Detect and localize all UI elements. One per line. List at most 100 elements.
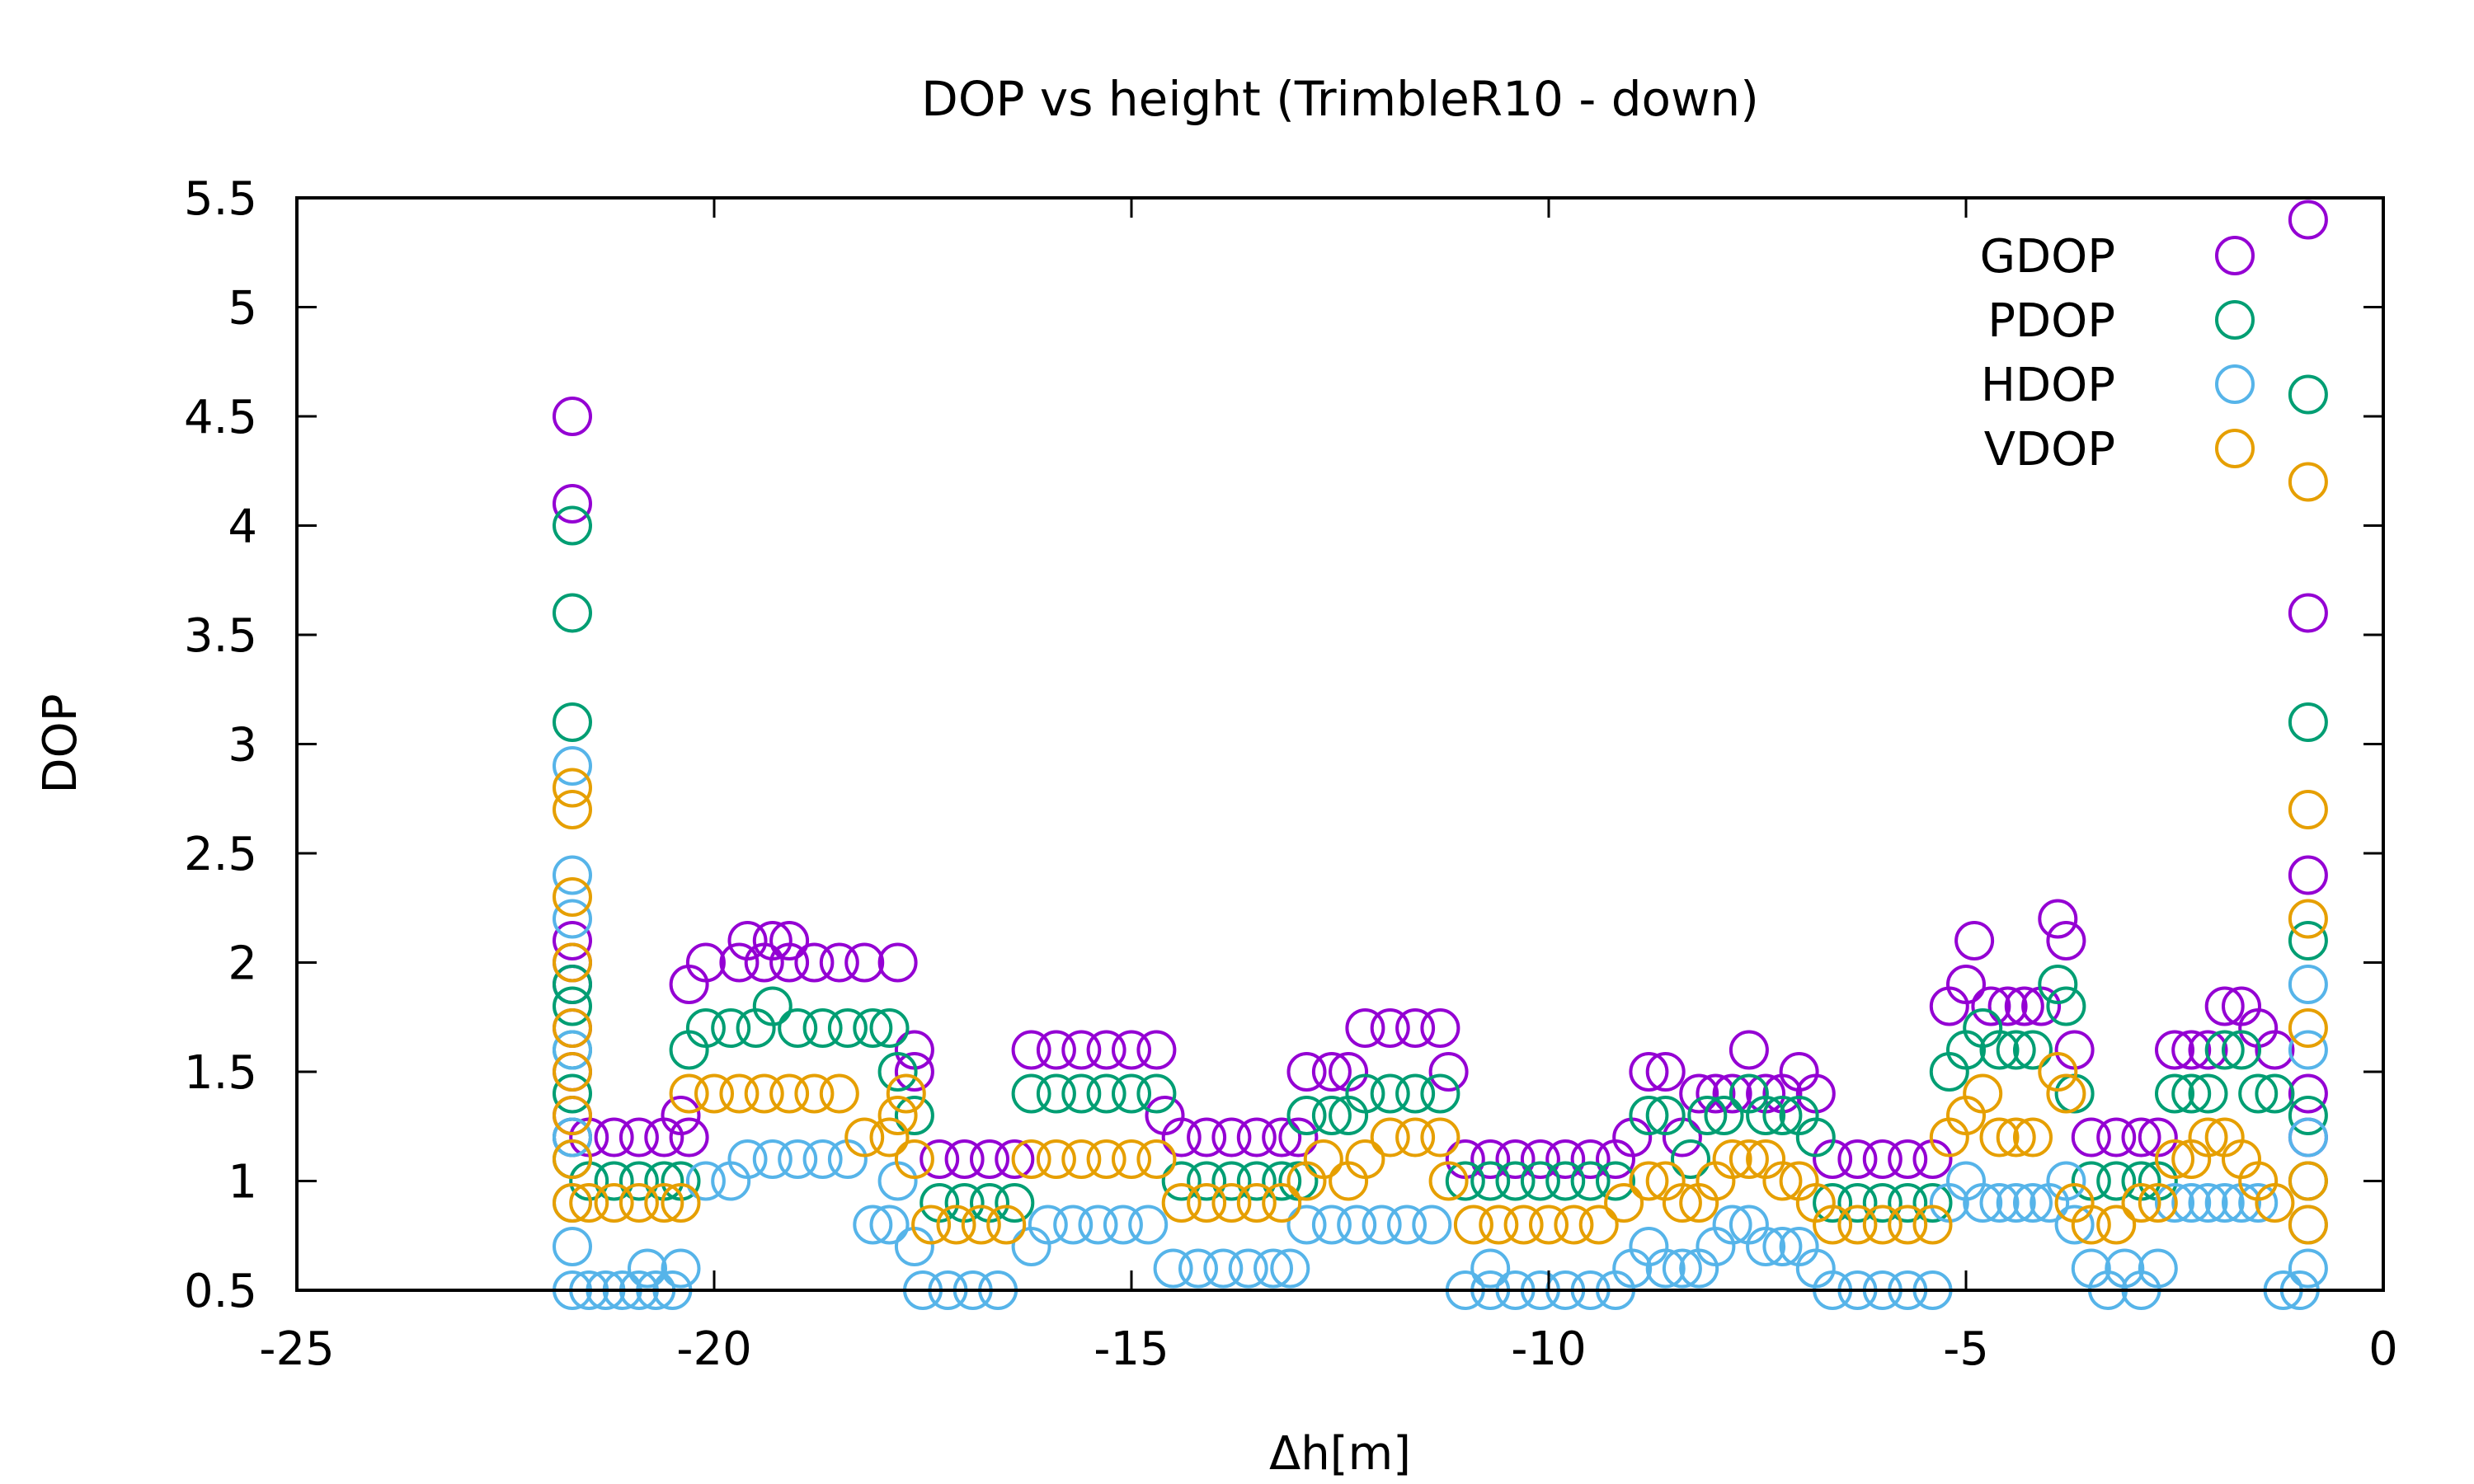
data-point — [853, 1008, 893, 1048]
data-point — [894, 1096, 934, 1135]
data-point — [669, 1117, 709, 1158]
data-point — [2238, 1073, 2279, 1114]
x-tick-label: 0 — [2368, 1322, 2398, 1376]
data-point — [553, 593, 592, 633]
data-point — [1112, 1030, 1151, 1070]
data-point — [2046, 986, 2086, 1026]
data-point — [1161, 1117, 1202, 1158]
data-point — [1837, 1183, 1878, 1223]
legend-marker — [2215, 364, 2255, 404]
data-point — [2288, 1073, 2328, 1114]
data-point — [1729, 1139, 1769, 1179]
data-point — [1395, 1117, 1436, 1158]
data-point — [911, 1205, 952, 1245]
data-point — [553, 921, 592, 960]
data-point — [1011, 1030, 1051, 1070]
data-point — [1278, 1117, 1319, 1158]
data-point — [1211, 1161, 1252, 1201]
data-point — [769, 1073, 810, 1114]
data-point — [669, 1073, 709, 1114]
data-point — [1746, 1227, 1786, 1266]
data-point — [1679, 1073, 1719, 1114]
data-point — [744, 1073, 784, 1114]
data-point — [1161, 1161, 1202, 1201]
data-point — [553, 484, 592, 524]
data-point — [1762, 1096, 1803, 1135]
data-point — [844, 942, 885, 983]
data-point — [1837, 1139, 1878, 1179]
data-point — [1762, 1161, 1803, 1201]
data-point — [1253, 1248, 1293, 1289]
data-point — [2188, 1030, 2228, 1070]
data-point — [719, 942, 760, 983]
y-tick-label: 4 — [228, 500, 257, 554]
data-point — [936, 1205, 976, 1245]
data-point — [685, 1161, 726, 1201]
data-point — [1086, 1139, 1126, 1179]
data-point — [2188, 1117, 2228, 1158]
data-point — [661, 1183, 701, 1223]
y-tick-label: 4.5 — [184, 391, 257, 444]
data-point — [644, 1183, 684, 1223]
data-point — [1479, 1205, 1519, 1245]
data-point — [661, 1248, 701, 1289]
data-point — [553, 1139, 592, 1179]
data-point — [1704, 1096, 1744, 1135]
data-point — [1345, 1073, 1385, 1114]
data-point — [727, 921, 768, 960]
data-point — [2046, 921, 2086, 960]
data-point — [1187, 1161, 1227, 1201]
data-point — [2288, 965, 2328, 1004]
x-tick-label: -25 — [259, 1322, 334, 1376]
data-point — [553, 768, 592, 808]
data-point — [1061, 1073, 1102, 1114]
legend-label: GDOP — [1980, 230, 2115, 284]
data-point — [1103, 1205, 1143, 1245]
data-point — [1387, 1205, 1427, 1245]
data-point — [1136, 1073, 1177, 1114]
x-axis-label: Δh[m] — [1269, 1427, 1411, 1481]
data-point — [2013, 1183, 2053, 1223]
data-point — [1554, 1205, 1594, 1245]
data-point — [711, 1008, 751, 1048]
data-point — [2138, 1248, 2178, 1289]
data-point — [1136, 1030, 1177, 1070]
data-point — [1979, 1183, 2020, 1223]
data-point — [2171, 1073, 2212, 1114]
data-point — [553, 1052, 592, 1092]
data-point — [553, 855, 592, 895]
data-point — [778, 1139, 818, 1179]
data-point — [1888, 1139, 1928, 1179]
data-point — [1687, 1096, 1728, 1135]
x-tick-label: -20 — [676, 1322, 751, 1376]
data-point — [802, 1008, 843, 1048]
data-point — [995, 1183, 1035, 1223]
data-point — [1203, 1248, 1244, 1289]
data-point — [1311, 1205, 1352, 1245]
data-point — [1712, 1205, 1752, 1245]
data-point — [1420, 1117, 1460, 1158]
data-point — [2046, 1073, 2086, 1114]
data-point — [802, 1139, 843, 1179]
data-point — [1061, 1030, 1102, 1070]
data-point — [1086, 1073, 1126, 1114]
data-point — [1604, 1183, 1644, 1223]
data-point — [1112, 1073, 1151, 1114]
data-point — [1888, 1205, 1928, 1245]
data-point — [2288, 200, 2328, 240]
data-point — [2288, 593, 2328, 633]
y-tick-label: 5.5 — [184, 172, 257, 226]
data-point — [752, 1139, 793, 1179]
data-point — [1337, 1205, 1377, 1245]
data-point — [594, 1183, 634, 1223]
data-point — [886, 1073, 926, 1114]
data-point — [1028, 1205, 1068, 1245]
data-point — [1262, 1161, 1302, 1201]
data-point — [2204, 1030, 2245, 1070]
data-point — [1912, 1205, 1953, 1245]
data-point — [1211, 1183, 1252, 1223]
data-point — [553, 942, 592, 983]
data-point — [553, 702, 592, 742]
data-point — [1286, 1052, 1327, 1092]
x-tick-label: -5 — [1943, 1322, 1989, 1376]
